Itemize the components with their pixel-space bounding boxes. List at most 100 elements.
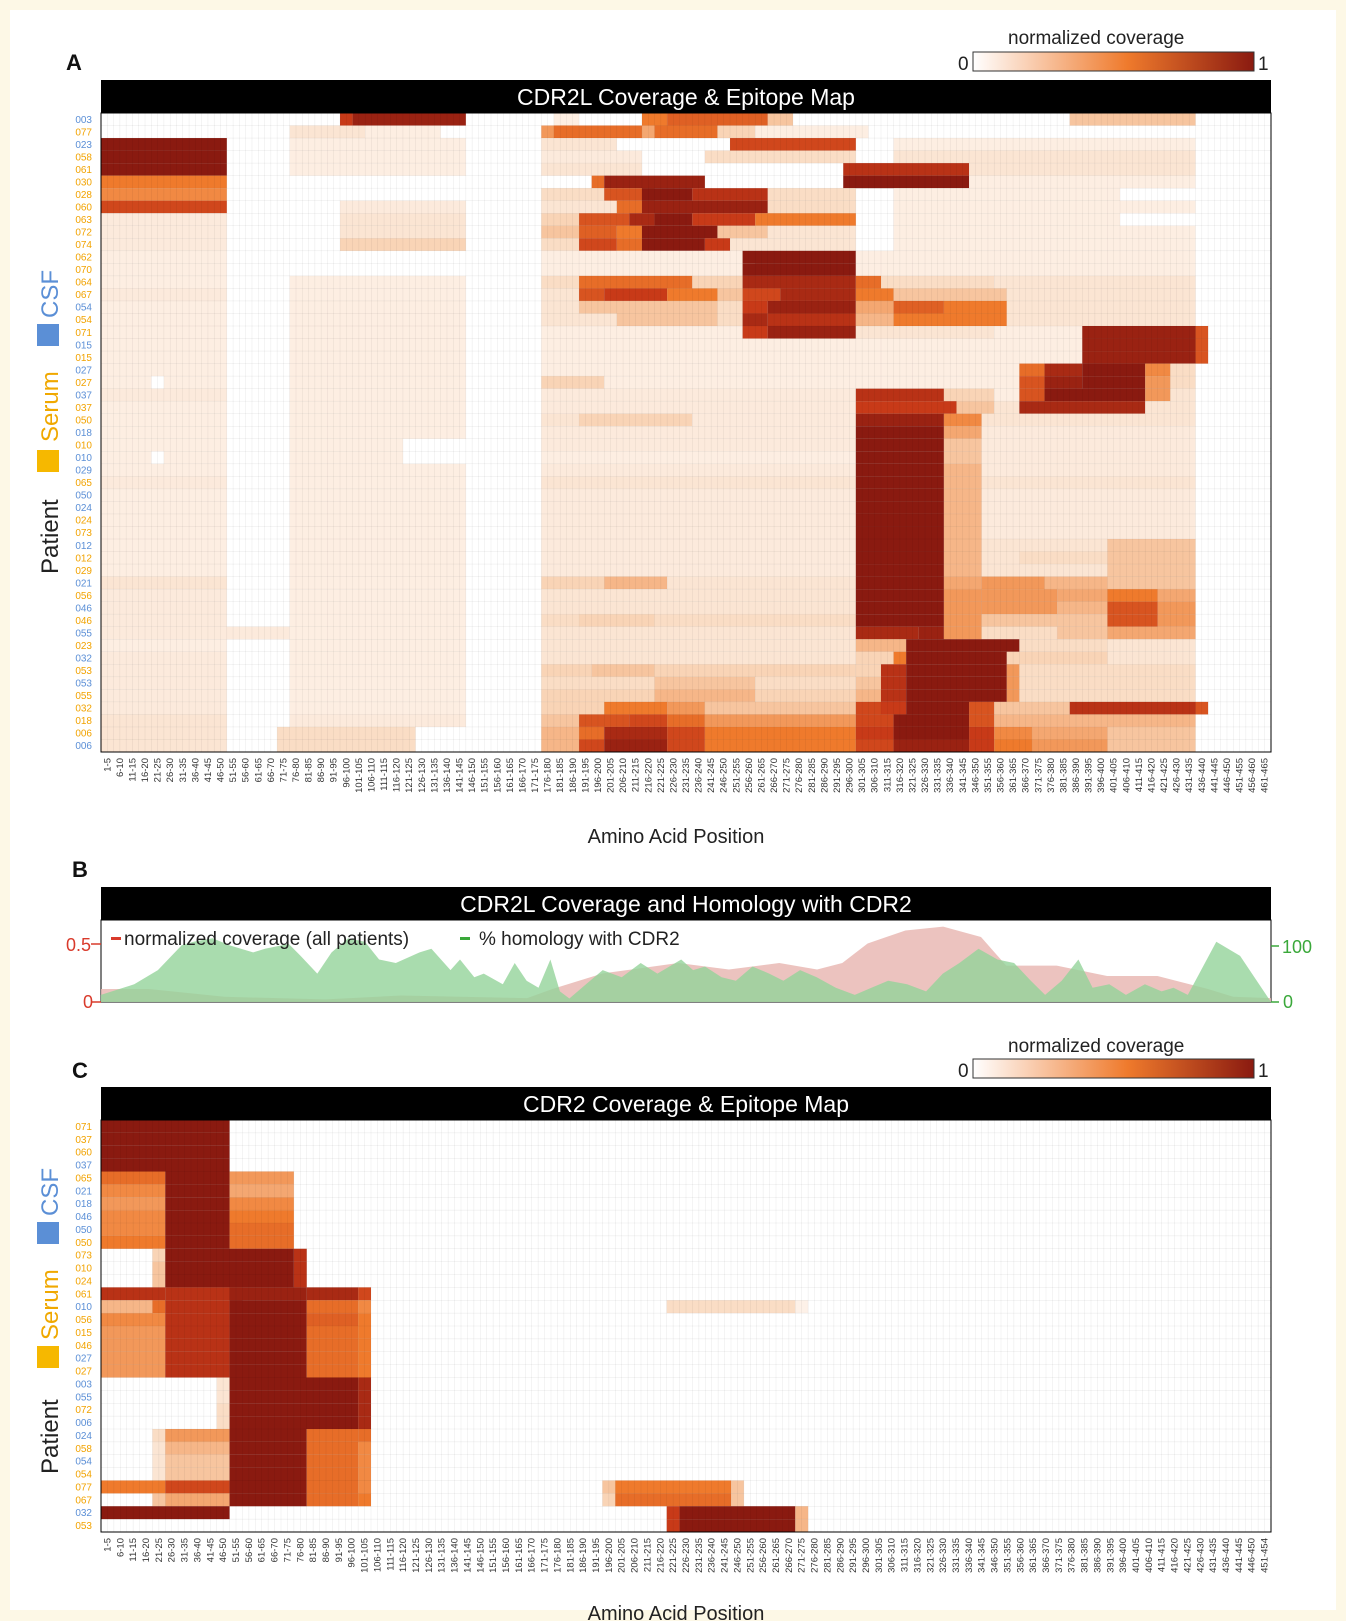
heatmap-cell xyxy=(163,451,227,464)
x-tick-label: 26-30 xyxy=(165,758,176,782)
x-tick-label: 66-70 xyxy=(266,758,277,782)
heatmap-cell xyxy=(541,150,642,164)
heatmap-cell xyxy=(216,1403,230,1417)
heatmap-cell xyxy=(855,488,944,502)
x-tick-label: 326-330 xyxy=(920,758,931,793)
heatmap-cell xyxy=(152,1261,166,1275)
heatmap-cell xyxy=(101,1145,230,1159)
heatmap-cell xyxy=(1107,739,1196,752)
legend-homology: % homology with CDR2 xyxy=(479,929,680,950)
heatmap-cell xyxy=(163,376,227,389)
right-tick-100: 100 xyxy=(1282,937,1312,957)
row-label: 027 xyxy=(75,378,92,389)
heatmap-cell xyxy=(981,476,1196,489)
x-tick-label: 181-185 xyxy=(565,1538,576,1573)
row-label: 021 xyxy=(75,578,92,589)
heatmap-cell xyxy=(101,1313,166,1327)
x-tick-label: 341-345 xyxy=(958,758,969,793)
heatmap-cell xyxy=(1082,376,1146,389)
heatmap-cell xyxy=(969,726,995,740)
heatmap-cell xyxy=(742,275,856,289)
x-tick-label: 86-90 xyxy=(321,1538,332,1562)
row-label: 029 xyxy=(75,466,92,477)
heatmap-cell xyxy=(229,1184,294,1198)
heatmap-cell xyxy=(1107,589,1158,602)
heatmap-cell xyxy=(969,163,1196,176)
heatmap-cell xyxy=(289,451,403,464)
heatmap-cell xyxy=(641,200,768,214)
x-tick-label: 156-160 xyxy=(501,1538,512,1573)
x-tick-label: 106-110 xyxy=(366,758,377,792)
heatmap-cell xyxy=(229,1235,294,1249)
row-label: 010 xyxy=(75,441,92,452)
x-tick-label: 316-320 xyxy=(912,1538,923,1573)
heatmap-cell xyxy=(742,263,856,276)
chart-title-b: CDR2L Coverage and Homology with CDR2 xyxy=(460,891,912,917)
heatmap-cell xyxy=(1082,351,1196,364)
x-tick-label: 336-340 xyxy=(964,1538,975,1573)
panel-letter-c: C xyxy=(72,1058,88,1083)
heatmap-cell xyxy=(1069,701,1196,715)
row-label: 070 xyxy=(75,265,92,276)
heatmap-cell xyxy=(1157,589,1196,602)
x-tick-label: 56-60 xyxy=(241,758,252,782)
heatmap-cell xyxy=(767,200,856,214)
heatmap-cell xyxy=(654,664,856,677)
x-tick-label: 391-395 xyxy=(1105,1538,1116,1573)
row-label: 032 xyxy=(75,1508,92,1519)
panel-letter-b: B xyxy=(72,857,88,882)
heatmap-cell xyxy=(101,1223,166,1236)
heatmap-cell xyxy=(855,526,944,539)
heatmap-cell xyxy=(855,275,881,289)
heatmap-cell xyxy=(969,739,995,752)
heatmap-cell xyxy=(1006,676,1020,690)
heatmap-cell xyxy=(943,551,982,565)
heatmap-cell xyxy=(165,1197,230,1211)
x-tick-label: 446-450 xyxy=(1222,758,1233,793)
row-label: 071 xyxy=(75,1122,92,1133)
heatmap-cell xyxy=(541,589,856,602)
x-tick-label: 116-120 xyxy=(398,1538,409,1572)
x-tick-label: 1-5 xyxy=(102,758,113,772)
x-tick-label: 201-205 xyxy=(617,1538,628,1573)
heatmap-cell xyxy=(541,726,580,740)
heatmap-cell xyxy=(541,225,580,239)
x-tick-label: 341-345 xyxy=(977,1538,988,1573)
row-label: 018 xyxy=(75,716,92,727)
heatmap-cell xyxy=(855,501,944,514)
heatmap-cell xyxy=(101,338,227,352)
heatmap-cell xyxy=(906,664,1007,677)
heatmap-cell xyxy=(101,1132,230,1146)
row-label: 037 xyxy=(75,390,92,401)
x-tick-label: 6-10 xyxy=(115,758,126,777)
heatmap-cell xyxy=(994,401,1020,414)
x-tick-label: 51-55 xyxy=(228,758,239,782)
heatmap-cell xyxy=(1157,614,1196,627)
heatmap-cell xyxy=(101,388,227,402)
heatmap-cell xyxy=(1195,351,1209,364)
heatmap-cell xyxy=(289,614,466,627)
x-tick-label: 176-180 xyxy=(552,1538,563,1573)
x-tick-label: 411-415 xyxy=(1134,758,1145,792)
heatmap-frame xyxy=(100,112,1272,753)
csf-swatch xyxy=(37,324,59,346)
panel-a: A normalized coverage 0 1 CDR2L Coverage… xyxy=(37,28,1272,848)
heatmap-cell xyxy=(289,513,466,527)
x-tick-label: 26-30 xyxy=(167,1538,178,1562)
heatmap-cell xyxy=(293,1248,307,1262)
title-bar xyxy=(101,80,1271,113)
heatmap-cell xyxy=(692,275,743,289)
x-tick-label: 166-170 xyxy=(527,1538,538,1573)
x-tick-label: 41-45 xyxy=(203,758,214,782)
heatmap-cell xyxy=(229,1377,359,1391)
heatmap-cell xyxy=(165,1287,243,1301)
x-tick-label: 21-25 xyxy=(154,1538,165,1562)
heatmap-cell xyxy=(629,213,655,226)
heatmap-cell xyxy=(604,288,668,301)
x-tick-label: 166-170 xyxy=(517,758,528,793)
heatmap-cell xyxy=(1057,614,1108,627)
heatmap-cell xyxy=(981,426,1196,439)
row-label: 065 xyxy=(75,478,92,489)
row-label: 003 xyxy=(75,115,92,126)
heatmap-cell xyxy=(289,589,466,602)
